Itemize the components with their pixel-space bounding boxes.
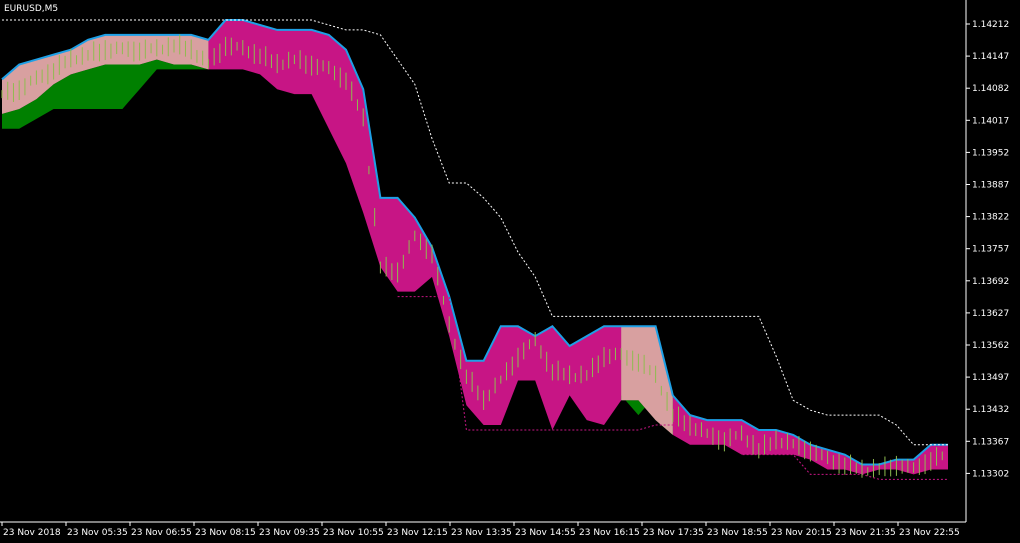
overlap-cloud-area — [621, 326, 673, 435]
x-tick-label: 23 Nov 13:35 — [451, 528, 512, 538]
x-tick-label: 23 Nov 08:15 — [195, 528, 256, 538]
y-tick-label: 1.13822 — [972, 213, 1009, 223]
y-tick-label: 1.13692 — [972, 277, 1009, 287]
x-tick-label: 23 Nov 16:15 — [579, 528, 640, 538]
bear-cloud-area — [2, 20, 948, 475]
y-axis-ticks: 1.14212 1.14147 1.14082 1.14017 1.13952 1.138… — [966, 20, 1009, 479]
chikou-span-lines — [2, 19, 948, 480]
x-tick-label: 23 Nov 14:55 — [515, 528, 576, 538]
y-tick-label: 1.13367 — [972, 437, 1009, 447]
y-tick-label: 1.13757 — [972, 245, 1009, 255]
x-tick-label: 23 Nov 21:35 — [835, 528, 896, 538]
x-tick-label: 23 Nov 18:55 — [707, 528, 768, 538]
dotted-upper-line — [2, 19, 948, 446]
y-tick-label: 1.13952 — [972, 148, 1009, 158]
y-tick-label: 1.13302 — [972, 469, 1009, 479]
x-axis-ticks: 23 Nov 2018 23 Nov 05:35 23 Nov 06:55 23 No… — [1, 522, 960, 538]
y-tick-label: 1.13497 — [972, 373, 1009, 383]
y-tick-label: 1.14082 — [972, 84, 1009, 94]
x-tick-label: 23 Nov 17:35 — [643, 528, 704, 538]
y-tick-label: 1.13627 — [972, 309, 1009, 319]
ichimoku-cloud — [1, 19, 948, 475]
dotted-lower-line — [397, 296, 948, 480]
x-tick-label: 23 Nov 06:55 — [131, 528, 192, 538]
y-tick-label: 1.14017 — [972, 116, 1009, 126]
bull-cloud-area — [2, 59, 209, 129]
x-tick-label: 23 Nov 20:15 — [771, 528, 832, 538]
y-tick-label: 1.14147 — [972, 52, 1009, 62]
symbol-title: EURUSD,M5 — [4, 4, 58, 14]
y-tick-label: 1.13887 — [972, 181, 1009, 191]
x-tick-label: 23 Nov 12:15 — [387, 528, 448, 538]
chart-axes — [0, 0, 967, 523]
x-tick-label: 23 Nov 09:35 — [259, 528, 320, 538]
y-tick-label: 1.13562 — [972, 341, 1009, 351]
x-tick-label: 23 Nov 10:55 — [323, 528, 384, 538]
y-tick-label: 1.13432 — [972, 405, 1009, 415]
x-tick-label: 23 Nov 2018 — [3, 528, 61, 538]
x-tick-label: 23 Nov 22:55 — [899, 528, 960, 538]
x-tick-label: 23 Nov 05:35 — [67, 528, 128, 538]
cloud-upper-line — [1, 19, 948, 466]
y-tick-label: 1.14212 — [972, 20, 1009, 30]
price-bars — [1, 34, 943, 478]
